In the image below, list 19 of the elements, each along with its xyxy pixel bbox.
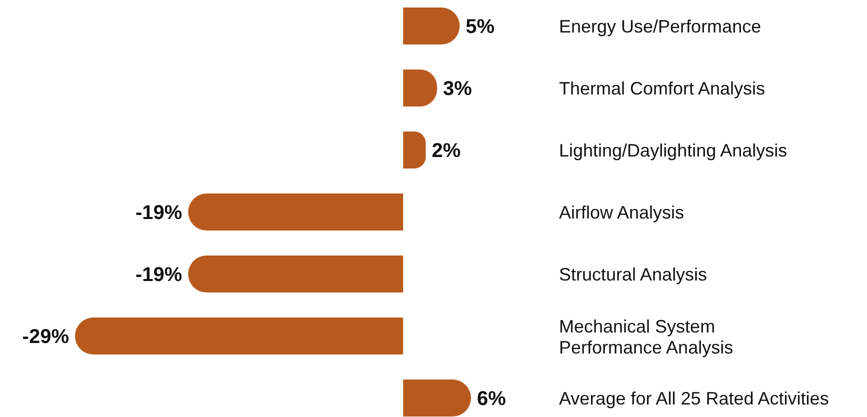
- data-label: -29%: [22, 326, 70, 348]
- data-label: 3%: [443, 78, 472, 100]
- bar: [188, 194, 404, 230]
- data-label: 2%: [432, 140, 461, 162]
- y-tick-label: Mechanical System Performance Analysis: [559, 316, 734, 358]
- y-tick-label: Average for All 25 Rated Activities: [559, 388, 829, 408]
- data-label: -19%: [135, 264, 182, 286]
- y-tick-label: Lighting/Daylighting Analysis: [559, 140, 788, 160]
- y-tick-label: Energy Use/Performance: [559, 16, 762, 36]
- data-label: 5%: [466, 16, 495, 38]
- y-tick-label: Structural Analysis: [559, 264, 708, 284]
- y-tick-label: Thermal Comfort Analysis: [559, 78, 766, 98]
- y-tick-label: Airflow Analysis: [559, 202, 684, 222]
- bar: [403, 132, 426, 168]
- data-label: 6%: [477, 388, 506, 410]
- data-label: -19%: [135, 202, 182, 224]
- bar: [188, 256, 404, 292]
- bar: [75, 318, 404, 354]
- bar: [403, 380, 471, 416]
